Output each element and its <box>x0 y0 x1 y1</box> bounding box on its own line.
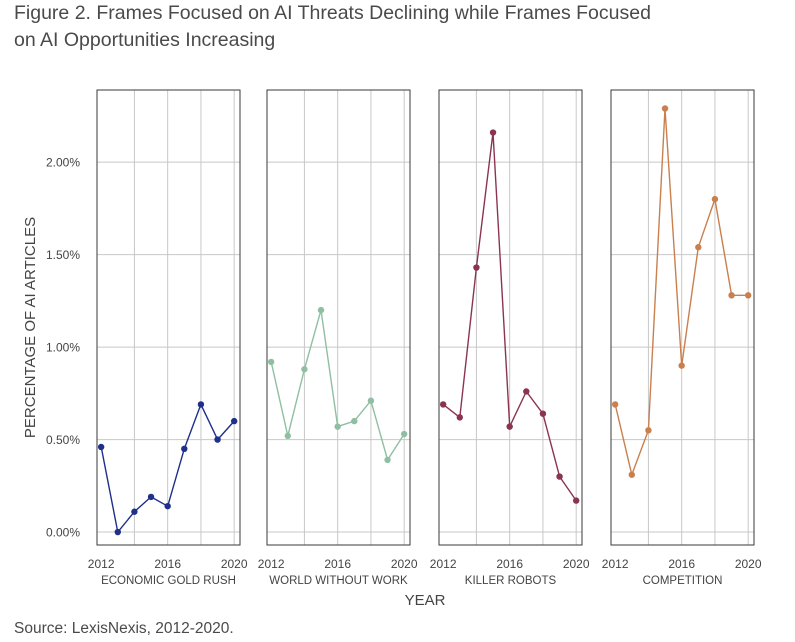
figure-title-line-1: Figure 2. Frames Focused on AI Threats D… <box>14 2 651 24</box>
data-point <box>506 423 513 430</box>
data-point <box>147 493 155 501</box>
data-point <box>611 401 619 408</box>
data-point <box>301 366 308 373</box>
panel-label: KILLER ROBOTS <box>465 575 557 587</box>
data-point <box>267 358 275 366</box>
x-tick-label: 2012 <box>88 557 115 571</box>
data-point <box>181 445 188 453</box>
x-tick-label: 2012 <box>602 557 629 571</box>
data-point <box>661 105 669 112</box>
data-point <box>695 244 702 251</box>
panel-frame <box>96 89 241 546</box>
data-point <box>678 362 685 369</box>
panel-label: COMPETITION <box>643 575 723 587</box>
data-point <box>317 306 325 314</box>
panel-label: ECONOMIC GOLD RUSH <box>101 575 236 587</box>
data-point <box>556 473 563 480</box>
x-tick-label: 2020 <box>391 557 418 571</box>
data-point <box>523 388 530 395</box>
data-point <box>439 401 447 408</box>
y-tick-label: 0.50% <box>46 433 80 447</box>
data-point <box>645 427 652 434</box>
data-point <box>384 456 391 464</box>
data-point <box>197 401 205 408</box>
x-axis-title: YEAR <box>405 592 446 609</box>
data-point <box>744 292 752 299</box>
x-tick-label: 2016 <box>496 557 523 571</box>
data-point <box>131 508 138 515</box>
data-point <box>334 423 341 430</box>
figure-source: Source: LexisNexis, 2012-2020. <box>14 620 234 637</box>
data-point <box>230 417 238 425</box>
panel-frame <box>610 89 755 546</box>
data-point <box>539 410 547 417</box>
x-tick-label: 2016 <box>154 557 181 571</box>
figure-title: Figure 2. Frames Focused on AI Threats D… <box>14 0 784 54</box>
figure-title-line-2: on AI Opportunities Increasing <box>14 29 276 51</box>
data-point <box>400 430 408 438</box>
y-tick-label: 1.50% <box>46 248 80 262</box>
data-point <box>351 417 358 425</box>
data-point <box>367 397 375 404</box>
x-tick-label: 2016 <box>668 557 695 571</box>
y-axis-title: PERCENTAGE OF AI ARTICLES <box>22 217 39 438</box>
y-tick-label: 0.00% <box>46 526 80 540</box>
data-point <box>114 528 121 536</box>
panel-frame <box>266 89 411 546</box>
data-point <box>214 436 221 443</box>
data-point <box>628 471 635 478</box>
panel-label: WORLD WITHOUT WORK <box>269 575 408 587</box>
x-tick-label: 2016 <box>324 557 351 571</box>
data-point <box>473 264 480 271</box>
x-tick-label: 2020 <box>735 557 762 571</box>
x-tick-label: 2012 <box>258 557 285 571</box>
x-tick-label: 2020 <box>221 557 248 571</box>
data-point <box>711 195 719 203</box>
x-tick-label: 2020 <box>563 557 590 571</box>
data-point <box>164 502 171 510</box>
data-point <box>572 497 580 504</box>
y-tick-label: 2.00% <box>46 156 80 170</box>
data-point <box>456 414 463 421</box>
panel-frame <box>438 89 583 546</box>
data-point <box>489 129 497 136</box>
y-tick-label: 1.00% <box>46 341 80 355</box>
x-tick-label: 2012 <box>430 557 457 571</box>
data-point <box>728 292 735 299</box>
data-point <box>97 443 105 451</box>
data-point <box>284 432 291 440</box>
